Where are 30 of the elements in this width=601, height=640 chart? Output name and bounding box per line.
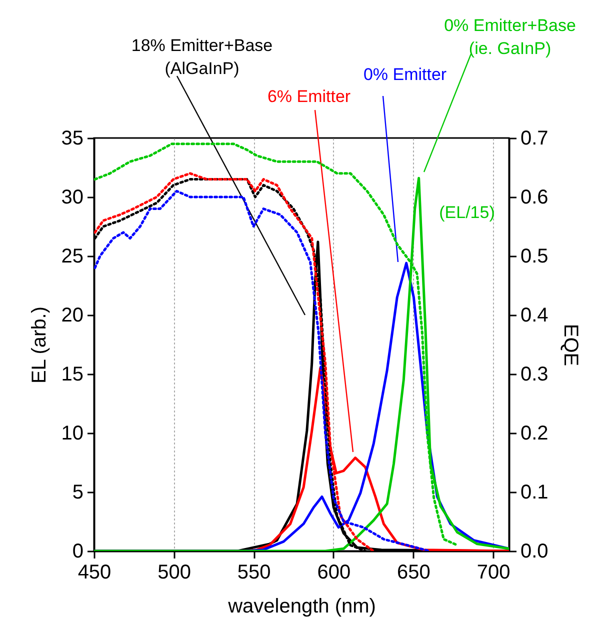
text: 0% Emitter (363, 65, 447, 84)
y2-tick-label: 0.3 (520, 364, 548, 386)
y2-tick-label: 0.4 (520, 304, 548, 326)
text: 18% Emitter+Base (AlGaInP) (131, 36, 273, 78)
x-axis-title: wavelength (nm) (227, 596, 376, 618)
y2-tick-label: 0.5 (520, 246, 548, 268)
y-tick-label: 15 (61, 364, 84, 386)
y2-tick-label: 0.6 (520, 186, 548, 208)
y-tick-label: 5 (72, 482, 84, 504)
y-tick-label: 10 (61, 422, 84, 444)
y-tick-label: 25 (61, 246, 84, 268)
y-tick-label: 0 (72, 540, 84, 562)
y-tick-label: 20 (61, 304, 84, 326)
x-tick-label: 450 (78, 562, 112, 584)
y-tick-label: 35 (61, 128, 84, 150)
y-tick-label: 30 (61, 186, 84, 208)
y2-tick-label: 0.1 (520, 482, 548, 504)
y-axis-title: EL (arb.) (28, 306, 50, 384)
x-tick-label: 500 (158, 562, 191, 584)
annotation: (EL/15) (439, 203, 495, 222)
y2-tick-label: 0.7 (520, 128, 548, 150)
x-tick-label: 550 (237, 562, 271, 584)
x-tick-label: 700 (476, 562, 510, 584)
y2-tick-label: 0.0 (520, 540, 548, 562)
text: 0% Emitter+Base (ie. GaInP) (444, 16, 576, 58)
y2-axis-title: EQE (559, 324, 582, 366)
x-tick-label: 600 (317, 562, 351, 584)
text: 6% Emitter (267, 87, 351, 106)
y2-tick-label: 0.2 (520, 422, 548, 444)
x-tick-label: 650 (397, 562, 430, 584)
